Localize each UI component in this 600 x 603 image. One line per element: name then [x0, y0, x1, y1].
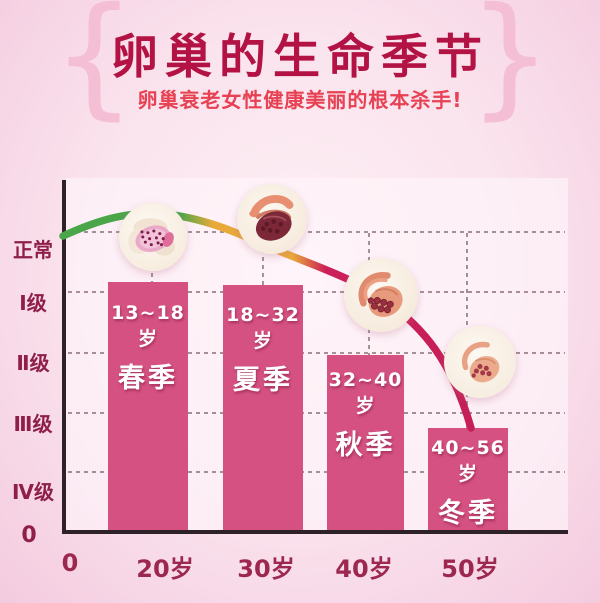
page-title: 卵巢的生命季节	[111, 30, 489, 85]
x-label-20: 20岁	[136, 555, 194, 583]
x-label-0: 0	[61, 549, 79, 577]
bar-age-label: 32~40岁	[328, 369, 403, 417]
bar-season-label: 夏季	[233, 365, 293, 396]
bar-age-label: 40~56岁	[431, 437, 505, 485]
bar-season-label: 春季	[118, 363, 178, 394]
ovary-stage-1-icon	[119, 203, 187, 271]
brace-left-decoration: {	[52, 0, 136, 133]
brace-right-decoration: }	[468, 0, 552, 133]
ovary-stage-4-icon	[444, 326, 516, 398]
y-label-level-2: Ⅱ级	[16, 351, 50, 375]
bar-winter: 40~56岁 冬季	[428, 428, 508, 531]
y-label-normal: 正常	[13, 238, 53, 262]
y-label-level-4: Ⅳ级	[12, 480, 54, 504]
y-label-level-1: Ⅰ级	[19, 291, 47, 315]
y-label-origin: 0	[21, 523, 37, 548]
bar-age-label: 13~18岁	[111, 302, 185, 350]
x-label-50: 50岁	[441, 555, 499, 583]
y-label-level-3: Ⅲ级	[13, 412, 53, 436]
page-subtitle: 卵巢衰老女性健康美丽的根本杀手!	[137, 88, 463, 112]
x-axis-line	[62, 530, 568, 534]
bar-spring: 13~18岁 春季	[108, 282, 188, 531]
bar-season-label: 冬季	[438, 498, 498, 529]
x-label-30: 30岁	[237, 555, 295, 583]
gridline-level-4	[68, 471, 565, 473]
ovary-stage-2-icon	[237, 184, 307, 254]
bar-age-label: 18~32岁	[226, 304, 300, 352]
y-axis-line	[62, 180, 66, 533]
x-label-40: 40岁	[335, 555, 393, 583]
bar-season-label: 秋季	[335, 430, 396, 461]
ovary-stage-3-icon	[344, 258, 418, 332]
bar-autumn: 32~40岁 秋季	[327, 355, 404, 531]
bar-summer: 18~32岁 夏季	[223, 285, 303, 531]
